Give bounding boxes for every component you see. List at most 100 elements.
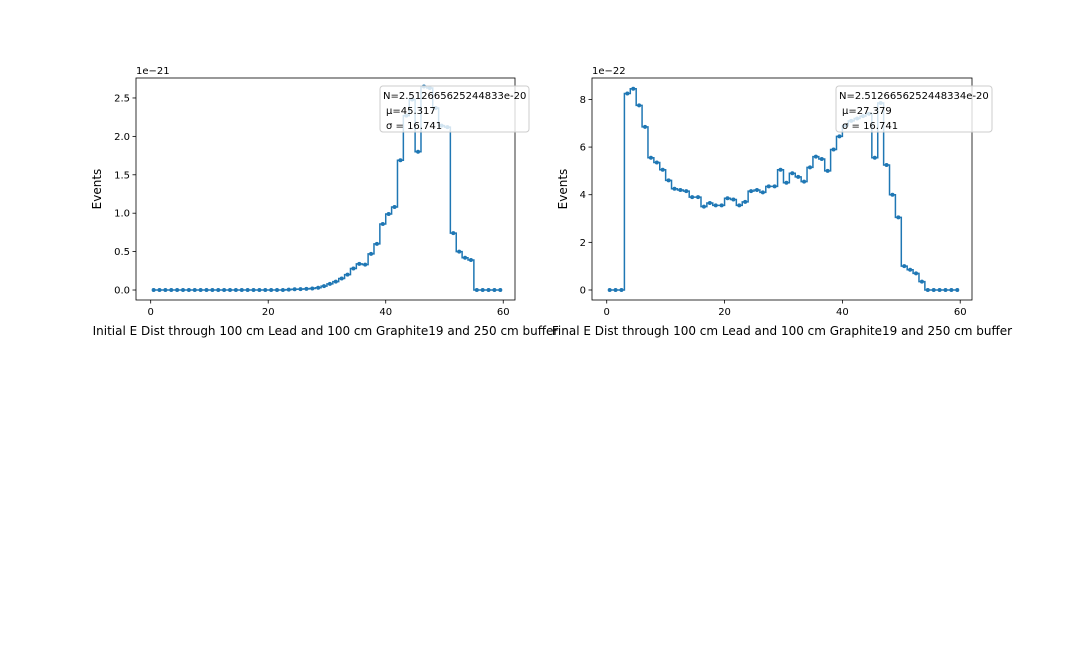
y-tick-label: 8: [580, 95, 586, 106]
y-tick-label: 1.5: [114, 170, 130, 181]
data-point: [233, 288, 238, 293]
data-point: [807, 165, 812, 170]
data-point: [613, 287, 618, 292]
x-tick-label: 40: [379, 307, 392, 318]
data-point: [648, 155, 653, 160]
data-point: [480, 288, 485, 293]
x-tick-label: 60: [497, 307, 510, 318]
data-point: [468, 258, 473, 263]
data-point: [351, 266, 356, 271]
y-tick-label: 0.0: [114, 286, 130, 297]
data-point: [872, 155, 877, 160]
y-offset-text: 1e−21: [136, 66, 170, 77]
data-point: [474, 288, 479, 293]
stats-legend-line: σ = 16.741: [842, 121, 898, 132]
data-point: [486, 288, 491, 293]
data-point: [286, 287, 291, 292]
stats-legend-box: [379, 85, 530, 133]
y-tick-label: 6: [580, 143, 586, 154]
data-point: [151, 288, 156, 293]
data-point: [239, 288, 244, 293]
data-point: [175, 288, 180, 293]
stats-legend-line: μ=45.317: [386, 106, 436, 117]
data-point: [666, 178, 671, 183]
data-point: [731, 197, 736, 202]
data-point: [228, 288, 233, 293]
data-point: [363, 262, 368, 267]
data-point: [333, 279, 338, 284]
y-tick-label: 2.0: [114, 132, 130, 143]
y-tick-label: 2: [580, 238, 586, 249]
data-point: [457, 249, 462, 254]
data-point: [345, 272, 350, 277]
x-tick-label: 20: [718, 307, 731, 318]
axes-frame: [135, 77, 516, 301]
x-tick-label: 60: [954, 307, 967, 318]
data-point: [707, 201, 712, 206]
data-point: [819, 156, 824, 161]
data-point: [760, 190, 765, 195]
data-point: [931, 287, 936, 292]
data-point: [684, 189, 689, 194]
data-point: [754, 187, 759, 192]
y-offset-text: 1e−22: [592, 66, 626, 77]
data-point: [719, 203, 724, 208]
x-axis-label: Initial E Dist through 100 cm Lead and 1…: [93, 324, 559, 338]
data-point: [796, 174, 801, 179]
data-point: [825, 168, 830, 173]
data-point: [643, 124, 648, 129]
data-point: [269, 288, 274, 293]
data-point: [672, 186, 677, 191]
data-point: [210, 288, 215, 293]
data-point: [304, 286, 309, 291]
initial-energy-chart: 0 20 40 60 0.0 0.5 1.0 1.5 2.0 2.5 1e−21 Initial E …: [90, 66, 558, 338]
data-point: [637, 103, 642, 108]
data-point: [813, 154, 818, 159]
data-point: [713, 203, 718, 208]
data-point: [607, 287, 612, 292]
data-point: [743, 199, 748, 204]
data-point: [251, 288, 256, 293]
data-point: [631, 86, 636, 91]
x-tick-label: 40: [836, 307, 849, 318]
y-tick-label: 4: [580, 190, 586, 201]
data-point: [701, 204, 706, 209]
data-point: [949, 287, 954, 292]
data-point: [275, 288, 280, 293]
stats-legend-line: N=2.512665625244833e-20: [383, 91, 526, 102]
data-point: [937, 287, 942, 292]
data-point: [660, 167, 665, 172]
data-point: [398, 158, 403, 163]
data-point: [955, 287, 960, 292]
y-tick-label: 2.5: [114, 93, 130, 104]
data-point: [492, 288, 497, 293]
data-point: [181, 288, 186, 293]
data-point: [925, 287, 930, 292]
x-tick-label: 20: [262, 307, 275, 318]
data-point: [784, 180, 789, 185]
data-point: [890, 192, 895, 197]
final-energy-chart: 0 20 40 60 0 2 4 6 8 1e−22 Final E Dist through 10…: [552, 66, 1012, 338]
data-point: [380, 221, 385, 226]
data-point: [169, 288, 174, 293]
data-point: [725, 196, 730, 201]
data-point: [339, 276, 344, 281]
data-point: [327, 281, 332, 286]
data-point: [802, 179, 807, 184]
data-point: [463, 255, 468, 260]
data-point: [943, 287, 948, 292]
data-point: [292, 287, 297, 292]
y-tick-label: 1.0: [114, 209, 130, 220]
data-point: [392, 205, 397, 210]
data-point: [919, 279, 924, 284]
data-point: [157, 288, 162, 293]
data-point: [654, 160, 659, 165]
data-point: [357, 261, 362, 266]
data-point: [678, 187, 683, 192]
stats-legend-line: N=2.5126656252448334e-20: [839, 91, 989, 102]
data-point: [498, 288, 503, 293]
data-point: [690, 195, 695, 200]
y-tick-label: 0.5: [114, 247, 130, 258]
data-point: [163, 288, 168, 293]
